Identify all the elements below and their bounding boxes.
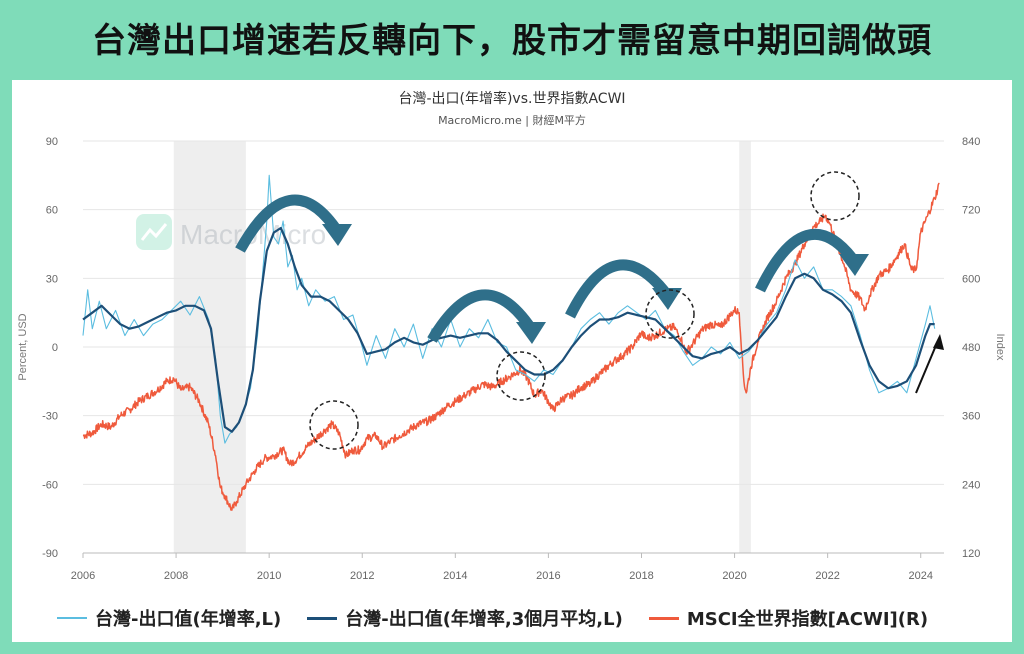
arrow-shaft	[427, 289, 537, 343]
y-right-tick-label: 360	[962, 411, 980, 423]
y-right-tick-label: 120	[962, 548, 980, 560]
legend-swatch-acwi	[648, 616, 679, 620]
curved-arrow-2017	[565, 259, 682, 319]
highlight-circle-2018	[645, 289, 695, 339]
y-right-tick-label: 240	[962, 479, 980, 491]
arrow-shaft	[565, 259, 673, 319]
y-left-tick-label: 30	[46, 273, 58, 285]
arrow-shaft	[755, 228, 860, 293]
chart-panel: MacroMicro 90 840 60 720 30 600 0 480 -30 360 -60 2…	[12, 80, 1012, 642]
arrow-head	[322, 224, 352, 246]
highlight-circle-2015	[496, 351, 546, 401]
x-tick-label: 2022	[815, 570, 839, 582]
y-right-tick-label: 840	[962, 136, 980, 148]
legend-swatch-export-3m	[307, 616, 338, 620]
up-arrow-head	[933, 334, 944, 350]
y-left-tick-label: 60	[46, 205, 58, 217]
legend-item-export-3m[interactable]: 台灣-出口值(年增率,3個月平均,L)	[307, 605, 623, 631]
x-tick-label: 2024	[908, 570, 932, 582]
y-left-tick-label: -30	[42, 411, 58, 423]
y-left-axis-title: Percent, USD	[17, 313, 29, 380]
curved-arrow-2021	[755, 228, 869, 293]
x-tick-label: 2010	[257, 570, 281, 582]
y-right-tick-label: 480	[962, 342, 980, 354]
y-left-tick-label: 90	[46, 136, 58, 148]
series-export-line	[82, 174, 936, 444]
arrow-head	[839, 254, 869, 276]
x-tick-label: 2016	[536, 570, 560, 582]
curved-arrow-2010	[235, 194, 352, 253]
series-acwi-line	[82, 182, 940, 511]
legend-item-export[interactable]: 台灣-出口值(年增率,L)	[57, 605, 281, 631]
headline-banner: 台灣出口增速若反轉向下，股市才需留意中期回調做頭	[92, 20, 932, 61]
y-right-tick-label: 720	[962, 205, 980, 217]
y-left-tick-label: 0	[52, 342, 58, 354]
y-left-tick-label: -60	[42, 479, 58, 491]
x-tick-label: 2014	[443, 570, 467, 582]
arrow-head	[652, 288, 682, 310]
chart-legend: 台灣-出口值(年增率,L) 台灣-出口值(年增率,3個月平均,L) MSCI全世…	[57, 606, 928, 630]
y-right-axis-title: Index	[994, 334, 1006, 361]
x-tick-label: 2006	[71, 570, 95, 582]
arrow-head	[516, 322, 546, 344]
x-tick-label: 2018	[629, 570, 653, 582]
chart-subtitle: MacroMicro.me | 財經M平方	[438, 113, 586, 127]
highlight-circle-2021	[810, 171, 860, 221]
legend-label-export: 台灣-出口值(年增率,L)	[95, 609, 282, 630]
legend-label-acwi: MSCI全世界指數[ACWI](R)	[686, 609, 929, 630]
watermark-zigzag	[140, 223, 168, 241]
legend-label-export-3m: 台灣-出口值(年增率,3個月平均,L)	[345, 609, 623, 630]
arrow-shaft	[235, 194, 343, 253]
x-tick-label: 2012	[350, 570, 374, 582]
x-tick-label: 2008	[164, 570, 188, 582]
x-tick-label: 2020	[722, 570, 746, 582]
y-right-tick-label: 600	[962, 273, 980, 285]
chart-title: 台灣-出口(年增率)vs.世界指數ACWI	[398, 90, 625, 107]
highlight-circle-2011	[309, 400, 359, 450]
legend-item-acwi[interactable]: MSCI全世界指數[ACWI](R)	[648, 605, 929, 631]
legend-swatch-export	[57, 617, 87, 619]
up-arrow-2024	[915, 334, 944, 394]
up-arrow-shaft	[915, 342, 938, 394]
curved-arrow-2014	[427, 289, 546, 344]
watermark-logo-icon	[136, 214, 172, 250]
y-left-tick-label: -90	[42, 548, 58, 560]
series-export-3m-line	[82, 226, 935, 433]
